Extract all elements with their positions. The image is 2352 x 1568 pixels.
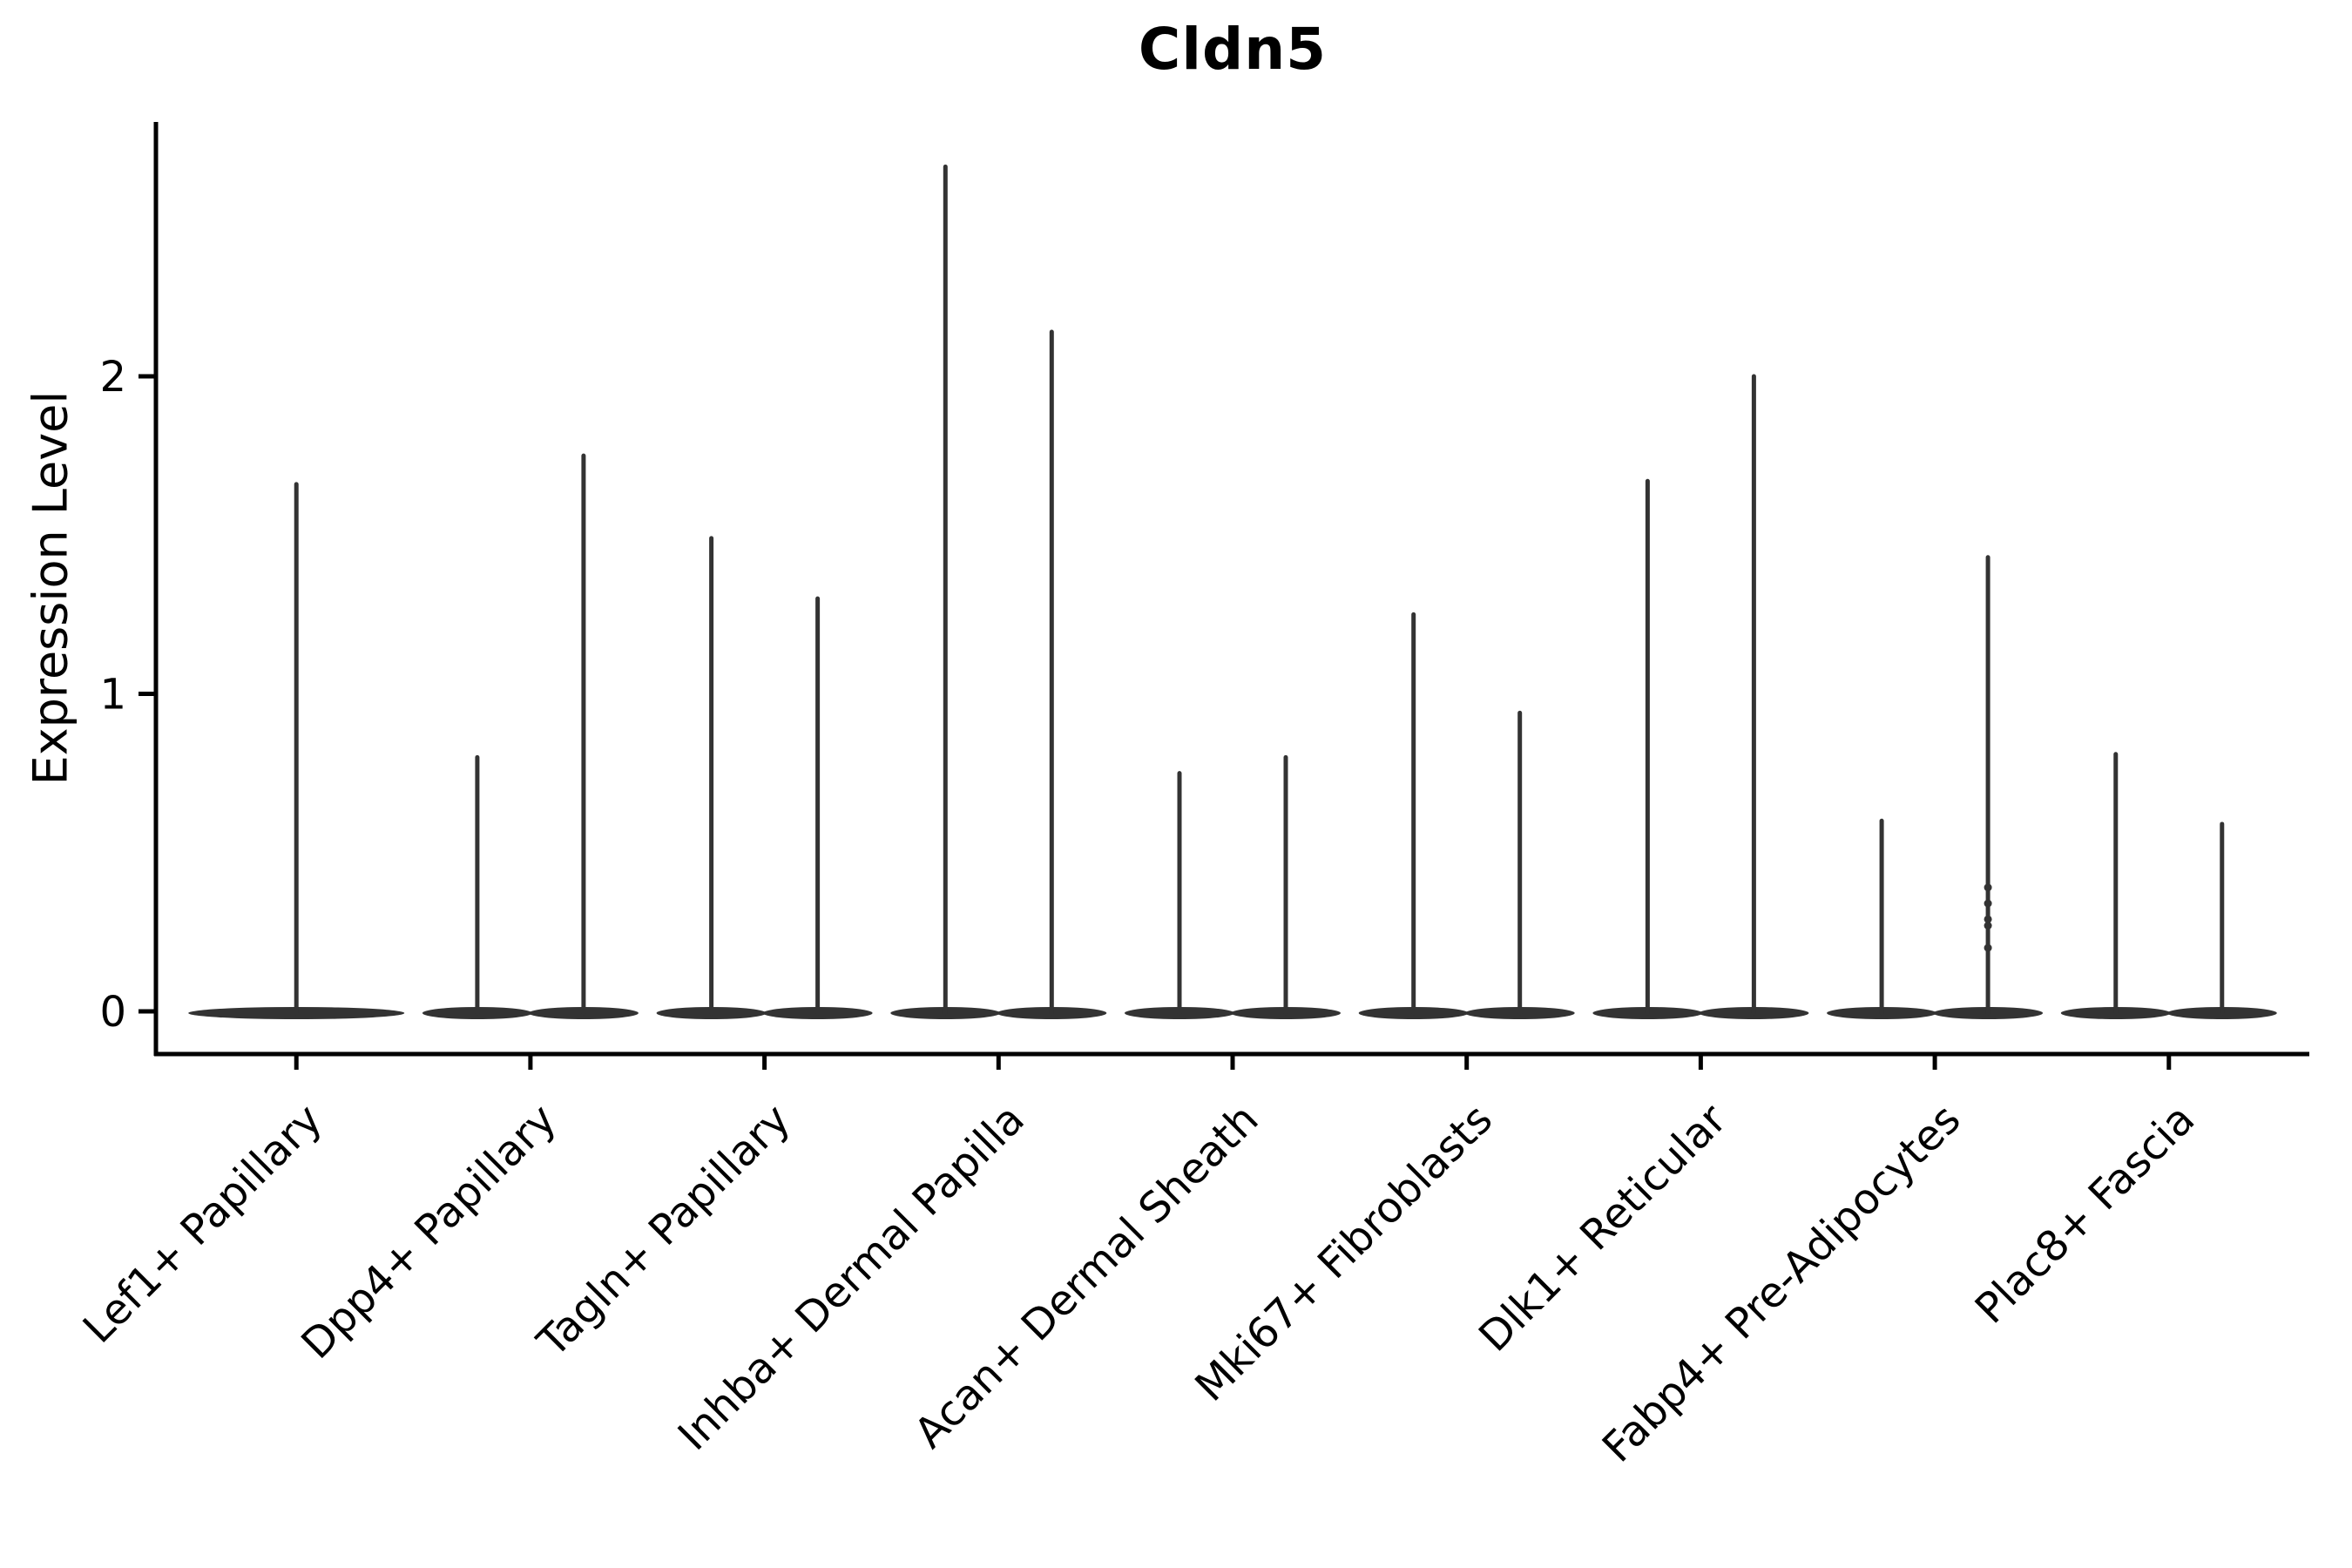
x-tick-label: Lef1+ Papillary xyxy=(74,1095,332,1353)
chart-title: Cldn5 xyxy=(1138,16,1328,83)
y-tick-label: 1 xyxy=(99,671,126,720)
y-tick-label: 0 xyxy=(99,988,126,1037)
y-tick-label: 2 xyxy=(99,353,126,402)
x-tick-label: Tagln+ Papillary xyxy=(528,1095,800,1367)
expression-point xyxy=(1984,915,1992,923)
expression-point xyxy=(1984,922,1992,930)
expression-point xyxy=(1984,943,1992,952)
expression-point xyxy=(1984,899,1992,908)
x-tick-label: Plac8+ Fascia xyxy=(1966,1095,2205,1334)
expression-point xyxy=(1984,883,1992,892)
y-axis-label: Expression Level xyxy=(23,390,78,786)
x-tick-label: Dlk1+ Reticular xyxy=(1470,1095,1736,1362)
x-tick-label: Dpp4+ Papillary xyxy=(292,1095,565,1369)
